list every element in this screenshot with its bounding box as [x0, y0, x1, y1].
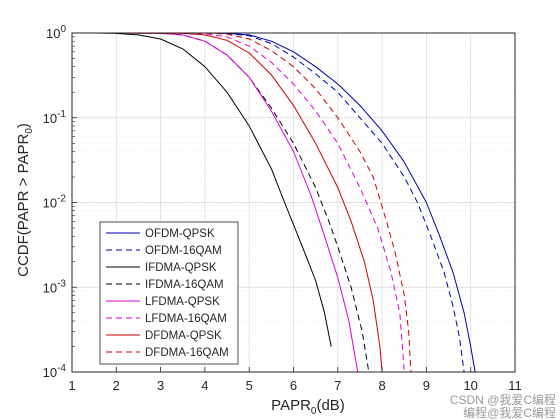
watermark: CSDN @我爱C编程 编程@我爱C编程 [450, 392, 556, 420]
x-tick-label: 8 [378, 378, 385, 393]
x-axis-label-subscript: 0 [311, 406, 317, 417]
x-axis-label-tail: (dB) [316, 397, 344, 414]
x-tick-label: 4 [201, 378, 208, 393]
x-tick-label: 6 [290, 378, 297, 393]
y-axis-label: CCDF(PAPR > PAPR0) [15, 123, 35, 277]
legend-label: DFDMA-QPSK [145, 330, 222, 342]
legend-items: OFDM-QPSK OFDM-16QAM IFDMA-QPSK IFDMA-16QAM… [106, 228, 229, 359]
legend-label: IFDMA-16QAM [145, 279, 224, 291]
x-tick-label: 1 [68, 378, 75, 393]
legend-item: OFDM-QPSK [106, 228, 215, 240]
y-tick-label: 10-2 [43, 194, 67, 211]
x-tick-labels: 1 2 3 4 5 6 7 8 9 10 11 [68, 378, 521, 393]
legend-label: OFDM-16QAM [145, 245, 222, 257]
y-tick-label: 100 [46, 24, 66, 41]
y-tick-label: 10-4 [43, 363, 67, 380]
x-tick-label: 11 [508, 378, 522, 393]
legend-label: IFDMA-QPSK [145, 262, 217, 274]
y-axis-label-subscript: 0 [24, 128, 35, 134]
legend-label: OFDM-QPSK [145, 228, 215, 240]
series-line-lfdma-16qam [116, 32, 405, 373]
x-axis-label: PAPR0(dB) [271, 397, 345, 417]
series-line-dfdma-16qam [116, 32, 412, 373]
watermark-subtext: 编程@我爱C编程 [463, 405, 556, 420]
y-axis-label-main: CCDF(PAPR > PAPR [15, 134, 32, 277]
legend-box [99, 221, 239, 365]
x-tick-label: 3 [157, 378, 164, 393]
legend-item: IFDMA-16QAM [106, 279, 224, 291]
legend-item: LFDMA-16QAM [106, 313, 227, 325]
x-tick-label: 5 [246, 378, 253, 393]
legend-item: OFDM-16QAM [106, 245, 222, 257]
tick-marks [71, 36, 516, 373]
legend: OFDM-QPSK OFDM-16QAM IFDMA-QPSK IFDMA-16QAM… [99, 221, 239, 365]
y-tick-label: 10-1 [43, 109, 67, 126]
legend-item: LFDMA-QPSK [106, 296, 220, 308]
x-tick-label: 7 [334, 378, 341, 393]
series-line-ofdm-16qam [116, 32, 465, 373]
legend-item: IFDMA-QPSK [106, 262, 217, 274]
legend-label: DFDMA-16QAM [145, 347, 229, 359]
x-tick-label: 10 [463, 378, 477, 393]
series-line-lfdma-qpsk [116, 32, 359, 373]
legend-label: LFDMA-QPSK [145, 296, 220, 308]
x-tick-label: 2 [113, 378, 120, 393]
series-line-dfdma-qpsk [116, 32, 383, 373]
legend-item: DFDMA-16QAM [106, 347, 229, 359]
legend-item: DFDMA-QPSK [106, 330, 222, 342]
watermark-text: CSDN @我爱C编程 [450, 392, 556, 407]
x-tick-label: 9 [423, 378, 430, 393]
legend-label: LFDMA-16QAM [145, 313, 227, 325]
series-line-ifdma-qpsk [94, 32, 332, 347]
x-axis-label-main: PAPR [271, 397, 311, 414]
y-tick-label: 10-3 [43, 278, 67, 295]
y-tick-labels: 100 10-1 10-2 10-3 10-4 [43, 24, 67, 380]
y-axis-label-tail: ) [15, 123, 32, 128]
